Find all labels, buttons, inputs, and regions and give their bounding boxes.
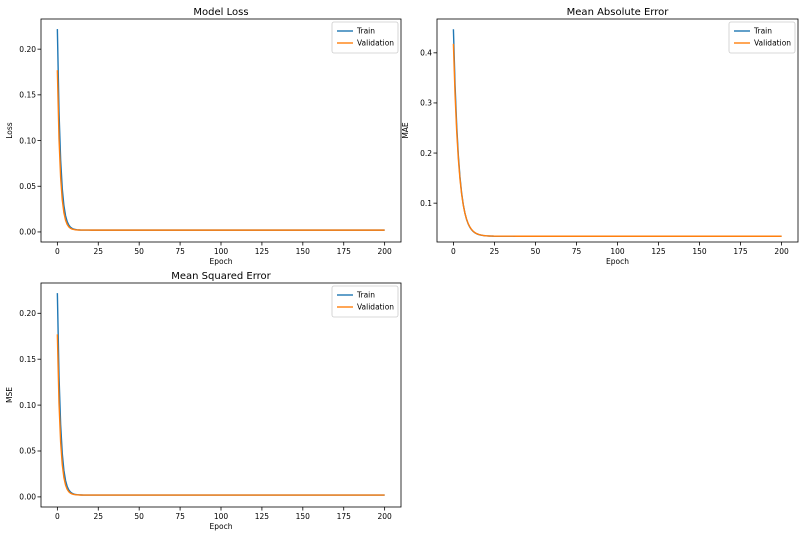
x-tick-label: 175 <box>733 247 748 256</box>
x-tick-label: 200 <box>377 512 392 521</box>
x-tick-label: 0 <box>55 247 60 256</box>
y-tick-label: 0.00 <box>19 228 36 237</box>
x-tick-label: 150 <box>296 512 311 521</box>
legend-box <box>331 285 399 318</box>
y-tick-label: 0.15 <box>19 355 36 364</box>
series-line-train <box>452 29 782 237</box>
y-axis-label: Loss <box>5 122 14 139</box>
x-tick-label: 0 <box>451 247 456 256</box>
x-tick-label: 175 <box>337 247 352 256</box>
legend-label-validation: Validation <box>357 39 394 48</box>
x-tick-label: 125 <box>255 247 270 256</box>
series-line-validation <box>56 334 385 496</box>
x-tick-label: 125 <box>255 512 270 521</box>
x-axis-label: Epoch <box>210 522 233 531</box>
x-axis-label: Epoch <box>210 257 233 266</box>
legend: Train Validation <box>331 21 399 54</box>
legend-label-train: Train <box>753 27 772 36</box>
legend-label-validation: Validation <box>754 39 791 48</box>
x-tick-label: 50 <box>134 247 144 256</box>
legend-box <box>331 21 399 54</box>
x-tick-label: 150 <box>296 247 311 256</box>
legend: Train Validation <box>331 285 399 318</box>
x-tick-label: 100 <box>214 247 229 256</box>
x-tick-label: 50 <box>531 247 541 256</box>
x-axis-label: Epoch <box>606 257 629 266</box>
y-tick-label: 0.20 <box>19 309 36 318</box>
x-tick-label: 25 <box>490 247 500 256</box>
y-tick-label: 0.10 <box>19 136 36 145</box>
x-tick-label: 100 <box>214 512 229 521</box>
y-tick-label: 0.2 <box>420 149 432 158</box>
legend-box <box>728 21 796 54</box>
x-tick-label: 150 <box>692 247 707 256</box>
legend-label-train: Train <box>356 27 375 36</box>
x-tick-label: 0 <box>55 512 60 521</box>
y-tick-label: 0.4 <box>420 49 432 58</box>
chart-title: Model Loss <box>193 7 248 18</box>
x-tick-label: 200 <box>774 247 789 256</box>
y-tick-label: 0.3 <box>420 99 432 108</box>
chart-title: Mean Squared Error <box>171 271 271 282</box>
chart-title: Mean Absolute Error <box>567 7 670 18</box>
series-line-train <box>56 293 385 496</box>
series-line-validation <box>452 43 782 237</box>
x-tick-label: 200 <box>377 247 392 256</box>
chart-3: Mean Squared Error 0 25 50 75 100 125 150 175 200… <box>5 271 402 531</box>
x-tick-label: 75 <box>175 512 185 521</box>
chart-1: Model Loss 0 25 50 75 100 125 150 175 200 0.00 0.05… <box>5 7 402 266</box>
legend-label-train: Train <box>356 291 375 300</box>
x-tick-label: 50 <box>134 512 144 521</box>
x-tick-label: 75 <box>572 247 582 256</box>
y-tick-label: 0.15 <box>19 91 36 100</box>
y-tick-label: 0.20 <box>19 45 36 54</box>
legend-label-validation: Validation <box>357 303 394 312</box>
x-tick-label: 75 <box>175 247 185 256</box>
chart-2: Mean Absolute Error 0 25 50 75 100 125 150 175 20… <box>401 7 799 266</box>
y-tick-label: 0.00 <box>19 493 36 502</box>
x-tick-label: 25 <box>93 512 103 521</box>
y-tick-label: 0.05 <box>19 447 36 456</box>
y-tick-label: 0.05 <box>19 182 36 191</box>
legend: Train Validation <box>728 21 796 54</box>
y-axis-label: MAE <box>401 122 410 139</box>
y-tick-label: 0.1 <box>420 199 432 208</box>
y-axis-label: MSE <box>5 387 14 403</box>
series-line-train <box>56 29 385 231</box>
x-tick-label: 25 <box>93 247 103 256</box>
y-tick-label: 0.10 <box>19 401 36 410</box>
series-line-validation <box>56 70 385 231</box>
x-tick-label: 175 <box>337 512 352 521</box>
x-tick-label: 100 <box>610 247 625 256</box>
x-tick-label: 125 <box>651 247 666 256</box>
